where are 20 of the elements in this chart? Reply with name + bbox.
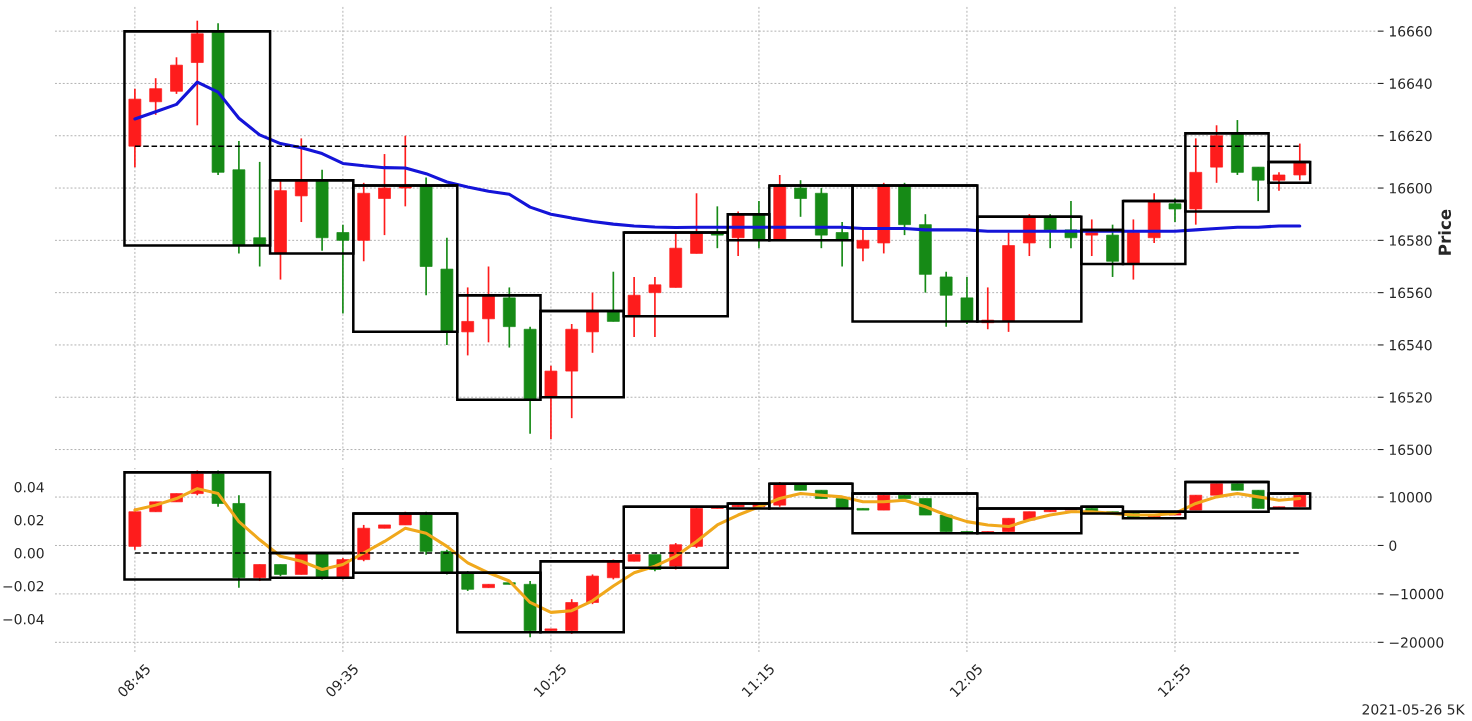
y-tick-label: 16640 — [1389, 78, 1432, 89]
y-tick-label: 16580 — [1389, 235, 1432, 246]
y-tick-label: 0.04 — [14, 481, 44, 493]
y-tick-label: 16660 — [1389, 26, 1432, 37]
y-tick-label: 16500 — [1389, 444, 1432, 456]
y2-tick-label: −10000 — [1389, 588, 1444, 600]
y-axis-title: Price — [1438, 209, 1452, 255]
y-tick-label: 0.02 — [14, 514, 44, 526]
y-tick-label: 16540 — [1389, 339, 1432, 351]
y-tick-label: 16560 — [1389, 287, 1432, 299]
y-tick-label: −0.04 — [3, 613, 44, 625]
y2-tick-label: −20000 — [1389, 637, 1444, 648]
y2-tick-label: 0 — [1389, 540, 1397, 551]
y-tick-label: −0.02 — [3, 580, 44, 592]
y2-tick-label: 10000 — [1389, 492, 1432, 503]
y-tick-label: 16520 — [1389, 392, 1432, 403]
text: 2021-05-26 5K — [1362, 704, 1465, 715]
y-tick-label: 16600 — [1389, 183, 1432, 194]
y-tick-label: 16620 — [1389, 130, 1432, 142]
y-tick-label: 0.00 — [14, 547, 44, 559]
